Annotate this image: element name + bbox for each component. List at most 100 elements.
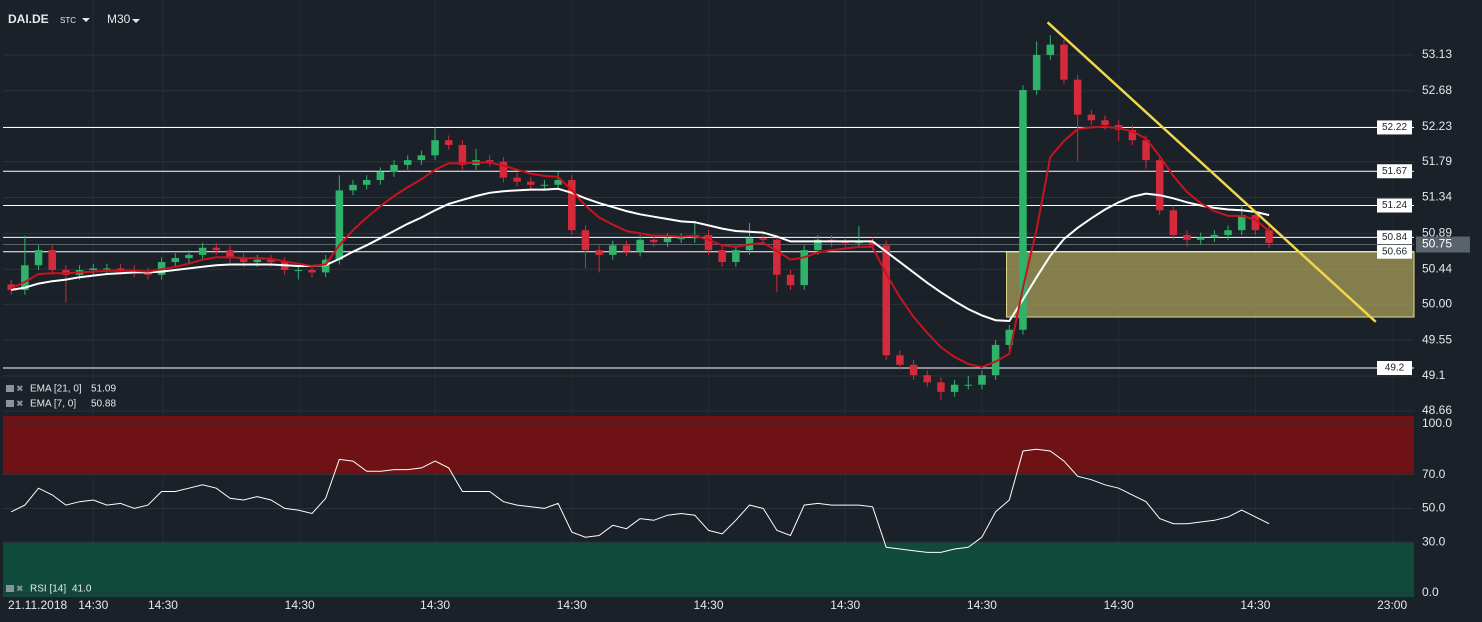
candle-body [212,247,221,251]
level-label: 50.84 [1382,232,1407,243]
candle-body [1196,237,1205,240]
exchange[interactable]: STC [60,16,76,25]
y-tick-label: 30.0 [1422,534,1446,548]
candle-body [267,259,275,263]
candle-body [759,238,767,240]
zone [1006,251,1415,318]
candle-body [609,245,617,255]
oversold-zone [3,542,1414,597]
candle-body [581,230,590,251]
candle-body [103,268,111,270]
candle-body [171,258,180,263]
candle-body [1087,114,1096,121]
x-tick-label: 14:30 [1104,598,1134,612]
y-tick-label: 49.1 [1422,368,1446,382]
candle-body [48,250,56,271]
candle-body [896,355,904,365]
legend-icon [6,385,14,392]
candle-body [554,180,562,185]
legend-close: ✖ [16,383,24,393]
candle-body [253,259,262,263]
candle-body [34,250,43,266]
y-tick-label: 51.79 [1422,154,1452,168]
candle-body [294,270,303,272]
candle-body [677,238,685,240]
candle-body [855,242,863,244]
candle-body [1101,120,1109,126]
candle-body [636,239,644,252]
y-tick-label: 50.0 [1422,501,1446,515]
y-tick-label: 52.68 [1422,83,1452,97]
legend-icon [6,400,14,407]
x-tick-label: 14:30 [557,598,587,612]
legend-close: ✖ [16,398,24,408]
candle-body [568,180,576,231]
candle-body [349,184,357,191]
candle-body [622,245,631,252]
candle-body [376,172,385,181]
candle-body [868,242,877,246]
candle-body [7,284,15,290]
candle-body [773,239,781,275]
legend-value: 41.0 [72,584,92,595]
line-series [11,187,1270,323]
candle-body [1073,79,1082,115]
candle-body [964,384,973,386]
candle-body [431,140,439,156]
candle-body [1060,44,1068,80]
level-label: 50.66 [1382,246,1407,257]
candle-body [308,270,316,273]
timeframe[interactable]: M30 [107,12,131,26]
candle-body [991,344,1000,376]
candle-body [650,239,658,243]
candle-body [1210,234,1219,238]
candle-body [116,268,125,271]
candle-body [1224,230,1232,235]
plot: 52.22 51.67 51.24 50.66 50.84 49.2 [3,21,1415,553]
candle-body [1142,140,1150,161]
level-label-box [1377,164,1412,179]
candle-body [814,239,822,251]
candle-body [1251,215,1260,231]
y-tick-label: 50.00 [1422,296,1452,310]
candle-body [718,250,726,263]
candle-body [1237,215,1246,231]
candle-body [950,384,959,392]
candle-body [1046,44,1055,55]
candle-body [978,375,986,385]
y-tick-label: 70.0 [1422,467,1446,481]
y-tick-label: 52.23 [1422,119,1452,133]
candle-body [144,272,152,275]
candle-body [1169,210,1178,235]
grid [3,0,1414,597]
candle-body [335,190,344,260]
trendline [1046,21,1377,323]
candle-body [21,265,29,290]
symbol[interactable]: DAI.DE [8,12,49,26]
current-price-label: 50.75 [1422,237,1452,251]
candle-body [1032,54,1041,91]
overbought-zone [3,416,1414,475]
candle-body [1265,230,1273,243]
candle-body [800,250,808,286]
legend-name: EMA [21, 0] [30,384,82,395]
x-tick-label: 14:30 [1240,598,1270,612]
level-label: 49.2 [1385,363,1405,374]
dropdown-caret[interactable] [82,18,90,22]
candle-body [595,250,603,255]
candle-body [540,184,549,186]
x-tick-label: 14:30 [967,598,997,612]
legend-value: 50.88 [91,399,116,410]
candle-body [458,144,467,165]
x-tick-label: 14:30 [693,598,723,612]
candle-body [704,234,713,251]
legend-icon [6,585,14,592]
dropdown-caret[interactable] [132,19,140,23]
candle-body [909,364,918,376]
candle-body [882,245,891,356]
candle-body [390,164,398,173]
x-tick-label: 21.11.2018 [8,598,67,612]
candle-body [663,238,672,243]
y-tick-label: 50.89 [1422,226,1452,240]
